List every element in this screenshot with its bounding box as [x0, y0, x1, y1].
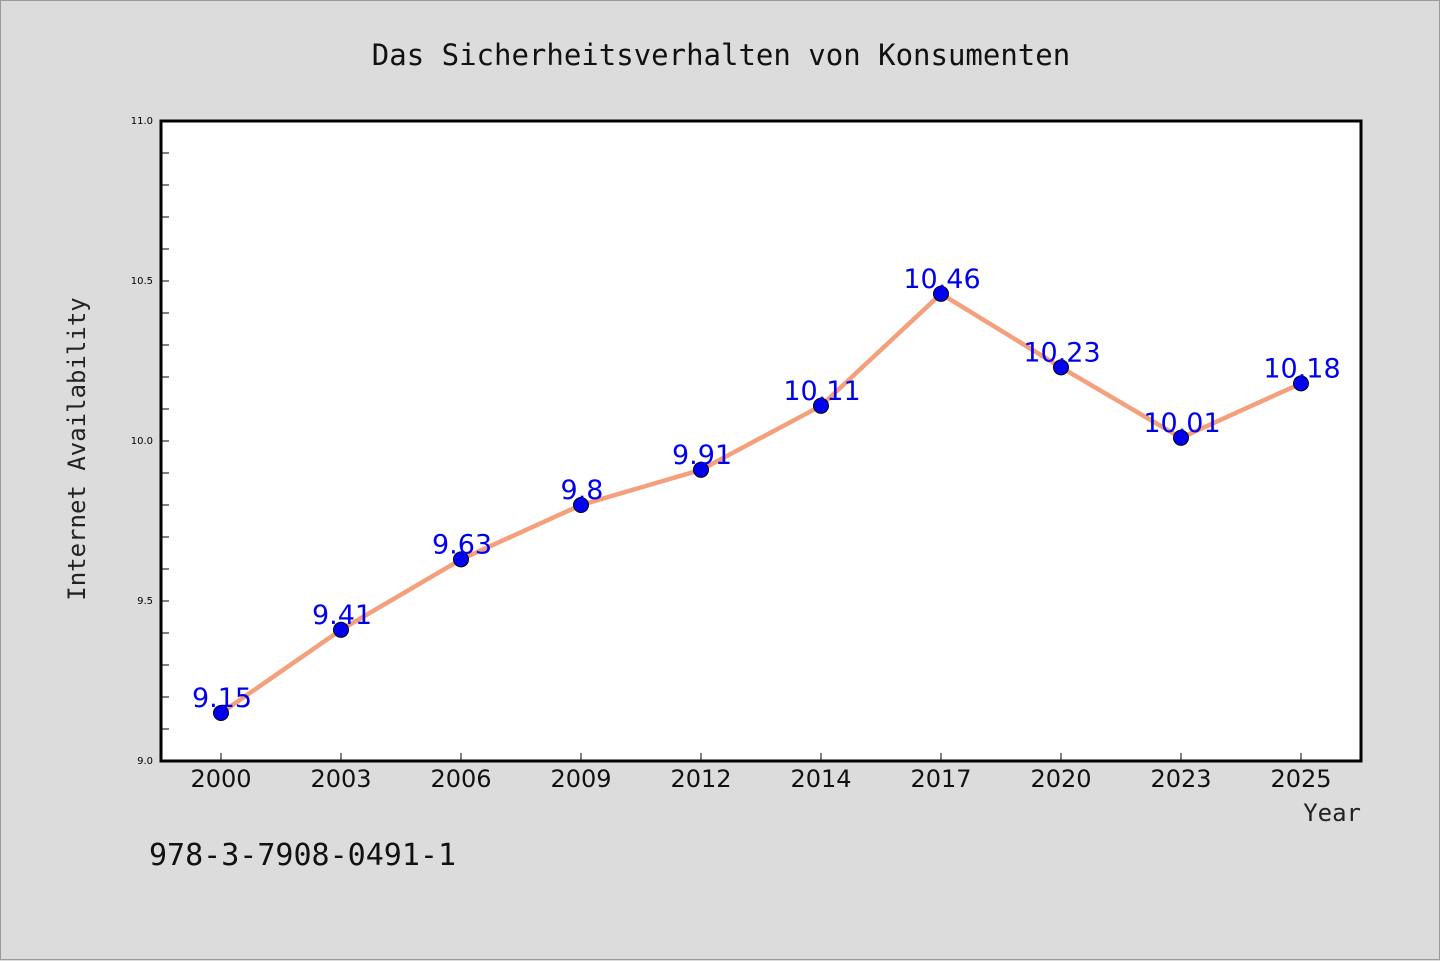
x-tick-label: 2025 [1270, 765, 1331, 793]
data-point [813, 397, 829, 414]
data-point [333, 621, 349, 638]
y-tick-label: 9.5 [137, 596, 153, 607]
data-point [693, 461, 709, 478]
data-point [573, 497, 589, 513]
x-tick-label: 2006 [430, 765, 491, 793]
x-axis-ticks: 2000 2003 2006 2009 2012 2014 2017 2020 2023 2025 [190, 753, 1332, 793]
data-point [453, 551, 469, 568]
chart-title: Das Sicherheitsverhalten von Konsumenten [372, 38, 1070, 72]
data-label: 10.18 [1263, 353, 1340, 384]
footer-code: 978-3-7908-0491-1 [149, 838, 456, 873]
data-label: 10.46 [903, 264, 980, 295]
series-layer [213, 285, 1309, 721]
data-label: 9.41 [312, 600, 372, 631]
data-label: 9.91 [672, 440, 732, 471]
data-point [1173, 429, 1189, 446]
y-tick-label: 11.0 [131, 116, 153, 127]
x-tick-label: 2023 [1150, 765, 1211, 793]
y-tick-label: 10.0 [131, 436, 153, 447]
data-label: 10.11 [783, 376, 860, 407]
series-line [218, 291, 1304, 716]
data-label-layer: 9.15 9.41 9.63 9.8 9.91 10.11 10.46 10.23 10.01 1… [192, 264, 1341, 714]
data-point [933, 285, 949, 302]
y-axis-label: Internet Availability [63, 297, 91, 600]
y-tick-label: 9.0 [137, 756, 153, 767]
data-label: 9.8 [561, 475, 604, 506]
data-label: 9.15 [192, 683, 252, 714]
data-label: 10.23 [1023, 337, 1100, 368]
x-tick-label: 2020 [1030, 765, 1091, 793]
data-label: 10.01 [1143, 408, 1220, 439]
x-tick-label: 2017 [910, 765, 971, 793]
x-axis-label: Year [1303, 799, 1361, 827]
y-tick-label: 10.5 [131, 276, 153, 287]
data-point [213, 705, 229, 721]
plot-area [159, 119, 1363, 763]
x-tick-label: 2000 [190, 765, 251, 793]
x-tick-label: 2003 [310, 765, 371, 793]
data-point [1293, 375, 1309, 392]
data-label: 9.63 [432, 529, 492, 560]
x-tick-label: 2009 [550, 765, 611, 793]
x-tick-label: 2012 [670, 765, 731, 793]
y-axis-ticks: 9.0 9.5 10.0 10.5 11.0 [131, 116, 169, 767]
x-tick-label: 2014 [790, 765, 851, 793]
data-point [1053, 359, 1069, 376]
